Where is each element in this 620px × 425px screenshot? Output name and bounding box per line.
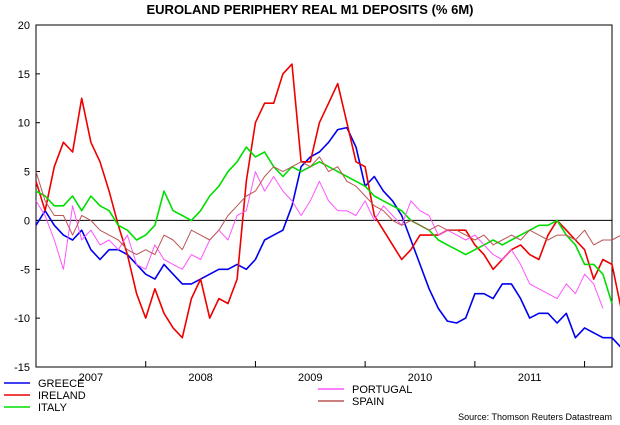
legend-label: SPAIN [352, 396, 384, 408]
x-tick-label: 2010 [408, 372, 432, 384]
series-group [35, 63, 620, 348]
y-tick-label: -10 [14, 313, 30, 325]
series-line-greece [35, 126, 620, 348]
x-tick-label: 2009 [298, 372, 322, 384]
series-line-spain [35, 156, 620, 256]
axes: 20 15 10 5 0 -5 -10 -15 2007 2008 2009 2010 2011 [14, 20, 613, 384]
series-line-italy [35, 146, 613, 304]
series-line-ireland [35, 63, 620, 339]
legend-label: ITALY [38, 402, 68, 414]
legend-label: IRELAND [38, 390, 86, 402]
series-line-portugal [35, 171, 604, 309]
chart-title: EUROLAND PERIPHERY REAL M1 DEPOSITS (% 6… [147, 2, 474, 17]
source-note: Source: Thomson Reuters Datastream [458, 412, 612, 422]
plot-frame [35, 24, 613, 368]
y-tick-label: -5 [20, 264, 30, 276]
y-tick-label: -15 [14, 362, 30, 374]
x-tick-label: 2011 [518, 372, 542, 384]
y-tick-label: 10 [18, 118, 30, 130]
y-tick-label: 0 [24, 215, 30, 227]
y-tick-label: 20 [18, 20, 30, 32]
legend-label: GREECE [38, 378, 84, 390]
x-tick-label: 2008 [188, 372, 212, 384]
legend-label: PORTUGAL [352, 384, 412, 396]
x-tick-label: 2007 [79, 372, 103, 384]
y-tick-label: 5 [24, 167, 30, 179]
y-tick-label: 15 [18, 69, 30, 81]
